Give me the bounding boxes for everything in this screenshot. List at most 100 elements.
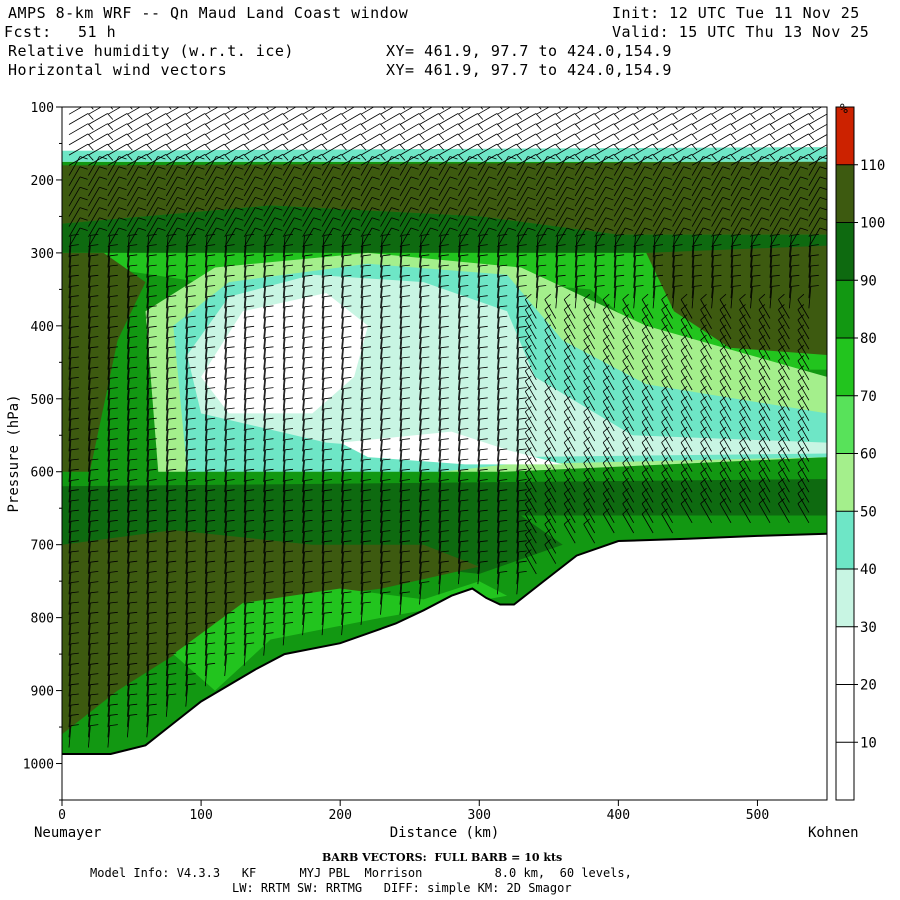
wind-barb-1723 — [700, 462, 712, 483]
wind-barb-flag-1718 — [700, 406, 707, 413]
wind-barb-flag-1140 — [460, 387, 469, 389]
wind-barb-flag-838 — [343, 366, 352, 369]
wind-barb-flag-1346 — [525, 549, 532, 556]
wind-barb-flag-425 — [187, 622, 196, 624]
wind-barb-flag-1217 — [508, 217, 517, 221]
wind-barb-flag-766 — [332, 166, 341, 170]
wind-barb-flag-590 — [246, 550, 255, 553]
wind-barb-1060 — [419, 562, 422, 585]
wind-barb-653 — [263, 633, 266, 656]
wind-barb-flag-1710 — [700, 324, 707, 331]
wind-barb-1418 — [563, 360, 576, 381]
wind-barb-flag-841 — [343, 397, 352, 400]
wind-barb-flag-1390 — [544, 528, 551, 535]
wind-barb-flag-1520 — [655, 107, 659, 110]
wind-barb-189 — [127, 107, 141, 115]
wind-barb-1668 — [680, 319, 693, 340]
wind-barb-flag-35 — [70, 448, 79, 451]
wind-barb-766 — [321, 166, 334, 186]
wind-barb-flag-970 — [410, 156, 419, 160]
wind-barb-flag-1898 — [819, 156, 827, 160]
wind-barb-flag-609 — [274, 186, 283, 191]
wind-barb-flag-298 — [148, 571, 157, 573]
wind-barb-831 — [341, 296, 344, 319]
wind-barb-flag-1635 — [661, 406, 668, 413]
wind-barb-flag-572 — [246, 366, 255, 369]
wind-barb-flag-1193 — [479, 448, 488, 451]
wind-barb-250 — [127, 715, 130, 738]
wind-barb-1185 — [477, 368, 481, 391]
wind-barb-757 — [302, 602, 305, 625]
wind-barb-924 — [380, 197, 392, 217]
wind-barb-1197 — [477, 490, 481, 513]
wind-barb-1224 — [497, 286, 500, 309]
wind-barb-1756 — [719, 380, 732, 401]
wind-barb-423 — [185, 602, 189, 625]
wind-barb-flag-1354 — [566, 166, 575, 170]
wind-barb-flag-1370 — [544, 324, 551, 331]
wind-barb-flag-39 — [70, 489, 79, 492]
wind-barb-1901 — [808, 186, 821, 207]
wind-barb-1919 — [797, 370, 810, 391]
wind-barb-1093 — [438, 398, 442, 421]
wind-barb-722 — [302, 245, 305, 268]
wind-barb-792 — [321, 429, 325, 452]
wind-barb-flag-347 — [168, 438, 177, 440]
wind-barb-flag-1568 — [663, 156, 672, 160]
wind-barb-745 — [302, 480, 305, 503]
wind-barb-114 — [88, 613, 91, 636]
wind-barb-flag-1818 — [780, 176, 789, 180]
wind-barb-flag-1558 — [622, 477, 629, 484]
wind-barb-240 — [127, 613, 130, 636]
wind-barb-652 — [263, 623, 266, 646]
wind-barb-flag-1358 — [566, 207, 575, 211]
wind-barb-1600 — [641, 483, 654, 503]
wind-barb-1242 — [497, 470, 500, 493]
wind-barb-1155 — [458, 541, 461, 564]
wind-barb-flag-1151 — [460, 499, 469, 502]
wind-barb-flag-1832 — [758, 314, 766, 321]
wind-barb-1739 — [730, 207, 743, 227]
wind-barb-flag-367 — [168, 642, 177, 645]
wind-barb-1503 — [602, 350, 615, 370]
wind-barb-flag-2 — [87, 123, 94, 130]
wind-barb-726 — [302, 286, 305, 309]
wind-barb-flag-652 — [265, 622, 274, 624]
wind-barb-flag-1229 — [499, 336, 508, 338]
wind-barb-1490 — [613, 217, 626, 238]
wind-barb-1581 — [652, 286, 656, 309]
wind-barb-flag-404 — [187, 407, 196, 410]
wind-barb-flag-873 — [371, 197, 380, 201]
wind-barb-1207 — [497, 123, 517, 136]
wind-barb-1214 — [497, 186, 509, 207]
wind-barb-1001 — [399, 470, 403, 493]
wind-barb-flag-8 — [79, 176, 88, 180]
wind-barb-1714 — [700, 370, 712, 391]
wind-barb-308 — [146, 674, 150, 697]
wind-barb-flag-446 — [207, 234, 216, 236]
wind-barb-140 — [107, 235, 111, 258]
wind-barb-1031 — [419, 265, 422, 288]
wind-barb-flag-886 — [362, 325, 371, 328]
wind-barb-809 — [321, 602, 325, 625]
wind-barb-547 — [244, 123, 264, 136]
wind-barb-flag-1209 — [516, 143, 522, 151]
wind-barb-flag-964 — [421, 107, 425, 110]
wind-barb-341 — [165, 378, 169, 401]
wind-barb-flag-1874 — [778, 324, 785, 331]
wind-barb-137 — [107, 207, 120, 227]
wind-barb-1397 — [575, 154, 595, 166]
wind-barb-flag-1109 — [440, 560, 449, 563]
rh-field — [62, 107, 827, 800]
wind-barb-700 — [282, 562, 286, 585]
wind-barb-flag-1497 — [616, 285, 625, 287]
wind-barb-292 — [146, 511, 150, 534]
wind-barb-1774 — [750, 154, 770, 166]
wind-barb-302 — [146, 613, 150, 636]
wind-barb-374 — [185, 113, 206, 125]
wind-barb-flag-576 — [246, 407, 255, 410]
wind-barb-flag-1186 — [479, 377, 488, 379]
wind-barb-1621 — [672, 265, 675, 288]
wind-barb-735 — [302, 378, 305, 401]
wind-barb-243 — [127, 643, 130, 666]
